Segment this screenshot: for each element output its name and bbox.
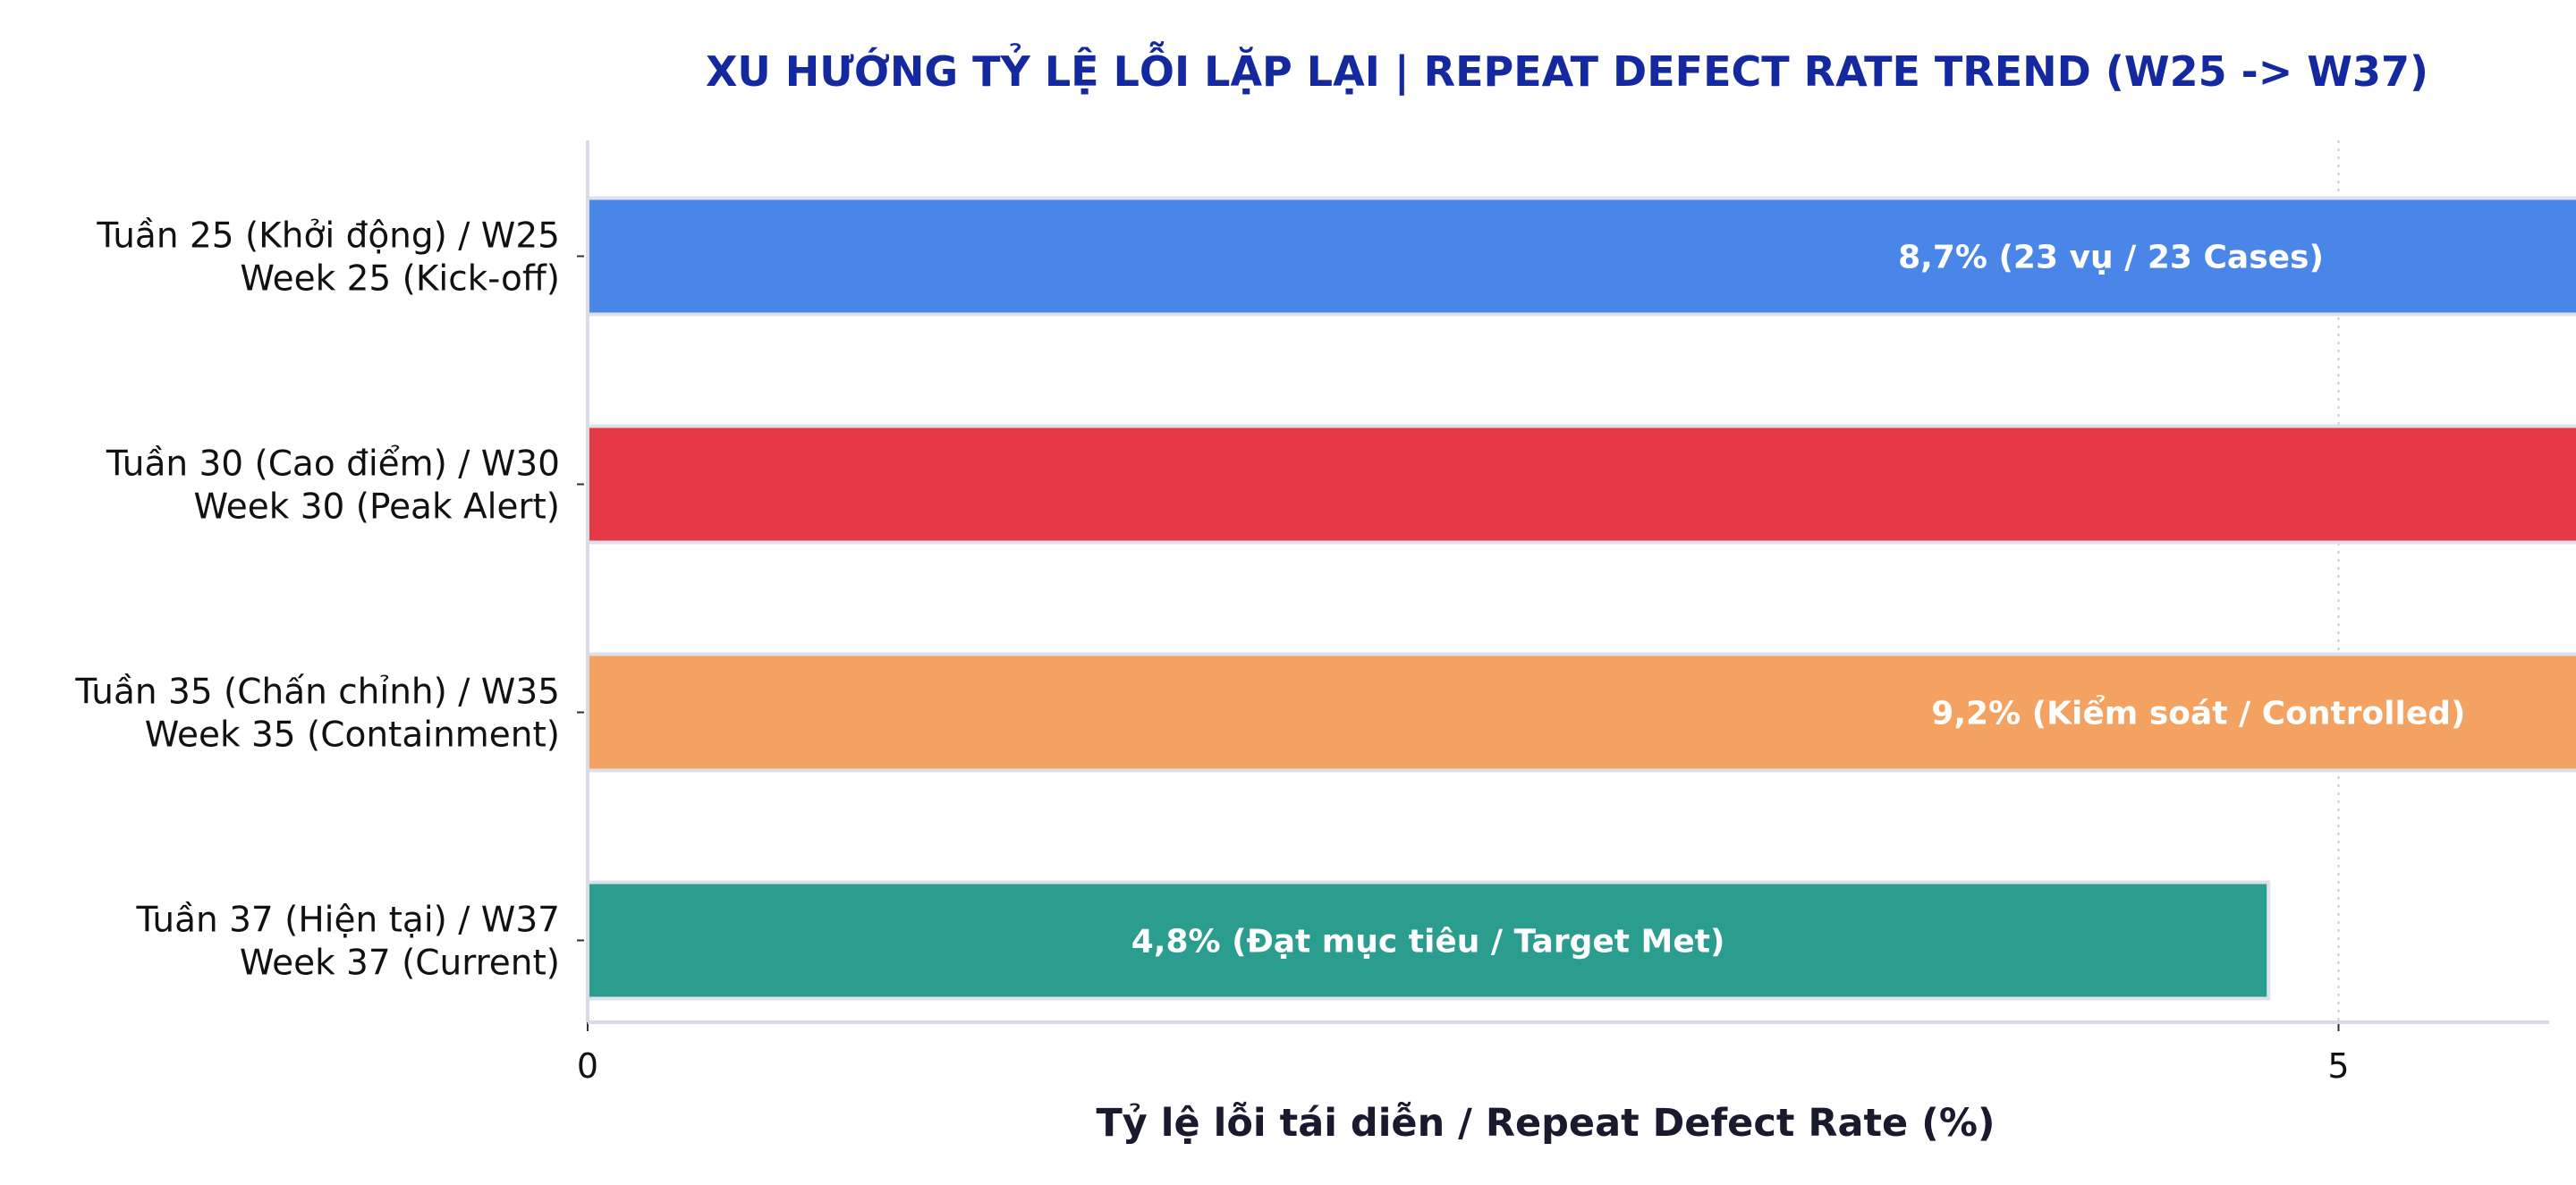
x-tick-label: 0	[577, 1046, 598, 1086]
bars-layer: 8,7% (23 vụ / 23 Cases)24,0% (58 vụ lặp …	[588, 199, 2576, 999]
x-tick-labels: 0510152025	[577, 1046, 2576, 1086]
x-axis-label: Tỷ lệ lỗi tái diễn / Repeat Defect Rate …	[1096, 1101, 1995, 1146]
x-tick-label: 5	[2327, 1046, 2349, 1086]
bar-data-label: 8,7% (23 vụ / 23 Cases)	[1898, 240, 2324, 276]
bar-data-label: 4,8% (Đạt mục tiêu / Target Met)	[1131, 924, 1725, 961]
chart-title: XU HƯỚNG TỶ LỆ LỖI LẶP LẠI | REPEAT DEFE…	[706, 41, 2428, 97]
bar	[588, 427, 2576, 543]
bar-data-label: 9,2% (Kiểm soát / Controlled)	[1931, 695, 2465, 732]
